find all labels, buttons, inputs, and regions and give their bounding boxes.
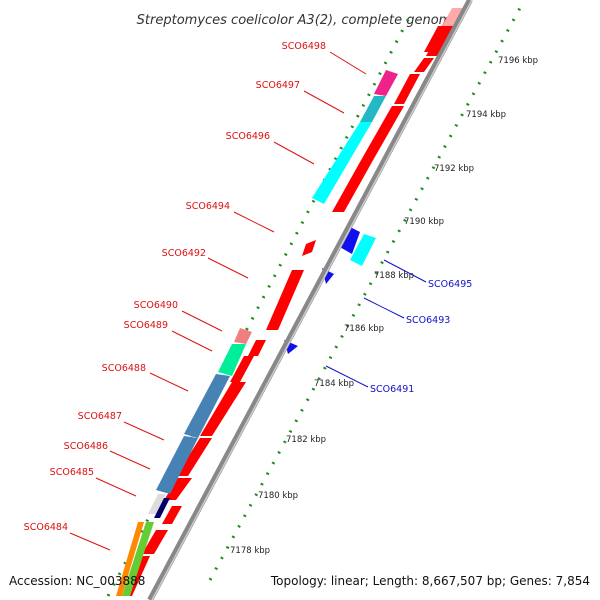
left-track-genes (116, 8, 466, 596)
gene-block (312, 122, 372, 204)
gene-label-sco6492: SCO6492 (162, 248, 206, 259)
gene-block (162, 506, 182, 524)
gene-block (154, 498, 170, 518)
accession-text: Accession: NC_003888 (9, 574, 146, 588)
forward-strand-genes (124, 18, 458, 596)
tick-label: 7192 kbp (434, 164, 474, 174)
gene-label-sco6491: SCO6491 (370, 384, 414, 395)
gene-label-sco6493: SCO6493 (406, 315, 450, 326)
reverse-label-leaders (325, 259, 427, 388)
gene-block (122, 522, 154, 596)
genome-backbone (147, 0, 473, 600)
tick-label: 7182 kbp (286, 435, 326, 445)
gene-block (116, 522, 144, 596)
gene-block (360, 96, 386, 122)
outer-dotted-ruler (208, 7, 522, 581)
gene-block (350, 234, 376, 266)
forward-gene-labels: SCO6498 SCO6497 SCO6496 SCO6494 SCO6492 … (24, 41, 326, 533)
tick-label: 7178 kbp (230, 546, 270, 556)
gene-block (374, 70, 398, 96)
tick-label: 7190 kbp (404, 217, 444, 227)
gene-label-sco6488: SCO6488 (102, 363, 146, 374)
gene-block (338, 226, 360, 254)
gene-label-sco6487: SCO6487 (78, 411, 122, 422)
gene-block (302, 240, 316, 256)
gene-block (156, 436, 198, 494)
gene-label-sco6494: SCO6494 (186, 201, 230, 212)
gene-block (176, 438, 212, 476)
gene-block (424, 26, 450, 52)
gene-label-sco6485: SCO6485 (50, 467, 94, 478)
gene-block (234, 328, 252, 344)
forward-label-leaders (69, 51, 367, 551)
gene-block (266, 270, 304, 330)
map-title: Streptomyces coelicolor A3(2), complete … (137, 13, 460, 28)
gene-block (360, 106, 404, 162)
gene-label-sco6498: SCO6498 (282, 41, 326, 52)
gene-block (142, 530, 168, 554)
tick-label: 7188 kbp (374, 271, 414, 281)
gene-block (148, 494, 166, 514)
gene-label-sco6497: SCO6497 (256, 80, 300, 91)
topology-text: Topology: linear; Length: 8,667,507 bp; … (270, 574, 590, 588)
tick-label: 7196 kbp (498, 56, 538, 66)
reverse-gene-labels: SCO6495 SCO6493 SCO6491 (370, 279, 472, 395)
tick-label: 7194 kbp (466, 110, 506, 120)
gene-block (332, 162, 372, 212)
tick-label: 7184 kbp (314, 379, 354, 389)
gene-label-sco6490: SCO6490 (134, 300, 178, 311)
reverse-strand-genes (284, 226, 376, 354)
tick-label: 7180 kbp (258, 491, 298, 501)
gene-label-sco6495: SCO6495 (428, 279, 472, 290)
gene-block (248, 340, 266, 356)
tick-label: 7186 kbp (344, 324, 384, 334)
gene-label-sco6489: SCO6489 (124, 320, 168, 331)
gene-block (218, 344, 246, 376)
gene-block (394, 74, 420, 104)
gene-block (414, 58, 434, 72)
gene-label-sco6486: SCO6486 (64, 441, 108, 452)
tick-labels: 7178 kbp 7180 kbp 7182 kbp 7184 kbp 7186… (230, 56, 538, 556)
gene-block (164, 478, 192, 500)
gene-label-sco6484: SCO6484 (24, 522, 68, 533)
gene-block (200, 382, 246, 436)
gene-block (184, 374, 230, 438)
gene-block (230, 356, 254, 382)
gene-label-sco6496: SCO6496 (226, 131, 270, 142)
